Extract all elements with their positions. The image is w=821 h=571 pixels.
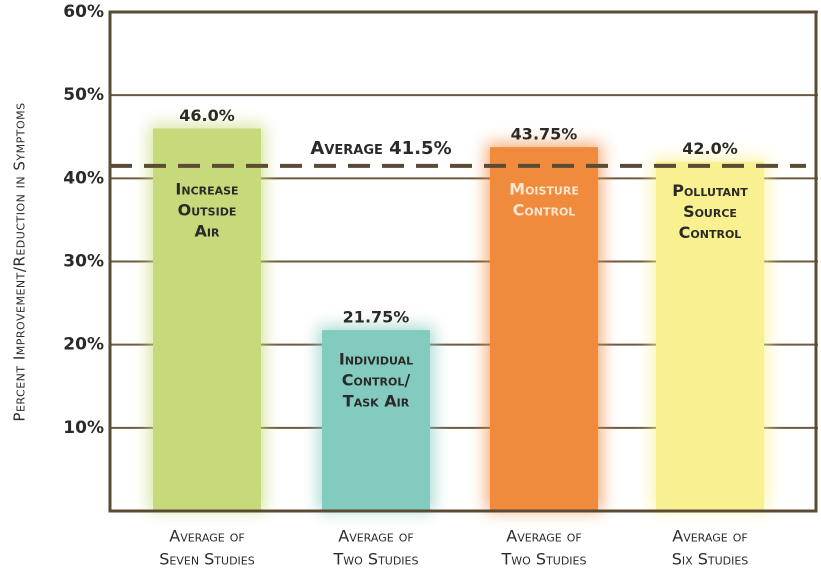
bar-label: Control xyxy=(513,201,576,220)
x-tick-label: Average of xyxy=(506,527,582,546)
y-tick-label: 50% xyxy=(63,85,104,105)
x-tick-label: Seven Studies xyxy=(159,550,254,569)
bar-label: Control xyxy=(679,223,742,242)
bar-label: Source xyxy=(683,202,737,221)
bar-label: Control/ xyxy=(342,371,411,390)
x-tick-label: Average of xyxy=(672,527,748,546)
y-tick-label: 40% xyxy=(63,168,104,188)
plot-frame xyxy=(108,10,818,513)
x-tick-label: Two Studies xyxy=(333,550,419,569)
y-tick-label: 20% xyxy=(63,335,104,355)
bar-label: Moisture xyxy=(509,180,579,199)
bar xyxy=(153,128,261,511)
bar-label: Air xyxy=(195,222,220,241)
bar xyxy=(656,161,764,511)
bar-label: Outside xyxy=(178,201,237,220)
x-tick-label: Two Studies xyxy=(501,550,587,569)
value-label: 21.75% xyxy=(343,308,410,327)
y-tick-label: 60% xyxy=(63,2,104,22)
bar-label: Pollutant xyxy=(672,181,748,200)
x-tick-label: Six Studies xyxy=(672,550,749,569)
bar xyxy=(490,147,598,512)
y-tick-label: 10% xyxy=(63,418,104,438)
bar xyxy=(322,330,430,511)
value-label: 43.75% xyxy=(511,125,578,144)
x-tick-label: Average of xyxy=(169,527,245,546)
y-tick-label: 30% xyxy=(63,252,104,272)
average-label: Average 41.5% xyxy=(310,138,451,159)
x-tick-label: Average of xyxy=(338,527,414,546)
bar-label: Individual xyxy=(339,350,413,369)
bar-label: Task Air xyxy=(343,392,410,411)
value-label: 42.0% xyxy=(682,139,738,158)
y-axis-label: Percent Improvement/Reduction in Symptom… xyxy=(11,102,29,421)
bar-label: Increase xyxy=(175,180,238,199)
value-label: 46.0% xyxy=(179,106,235,125)
